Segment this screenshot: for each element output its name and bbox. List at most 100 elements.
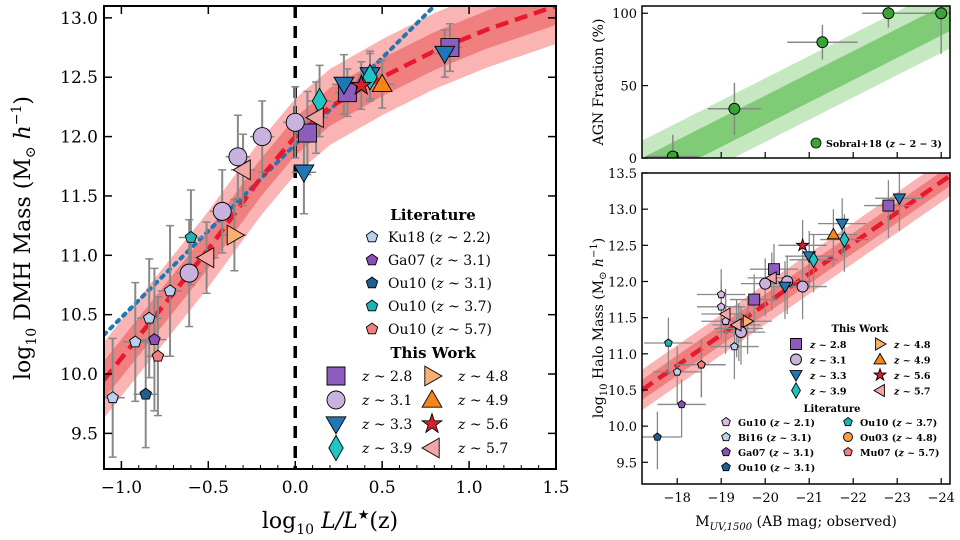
top-right-y-axis-label: AGN Fraction (%) <box>591 19 607 147</box>
left-thiswork-point <box>212 201 232 221</box>
bottom-right-x-axis-label: MUV,1500 (AB mag; observed) <box>695 514 897 533</box>
left-legend-thiswork-label: z ~ 3.3 <box>361 417 412 433</box>
left-literature-point <box>163 284 177 297</box>
left-legend-literature-label: Ou10 (z ~ 3.1) <box>388 276 492 292</box>
bottom-right-y-tick-label: 13.0 <box>608 203 637 218</box>
bottom-right-y-tick-label: 12.0 <box>608 275 637 290</box>
bottom-right-thiswork-point <box>764 271 777 285</box>
top-right-legend: Sobral+18 (z ~ 2 − 3) <box>810 137 942 150</box>
left-y-axis-label: log10 DMH Mass (M⊙ h−1) <box>9 96 40 380</box>
top-right-band-inner <box>642 6 950 158</box>
left-legend-literature-label: Ga07 (z ~ 3.1) <box>388 253 491 269</box>
bottom-right-thiswork-point <box>892 193 907 206</box>
left-y-tick-label: 11.0 <box>60 246 98 266</box>
left-legend-literature-marker <box>365 322 379 335</box>
left-legend-literature-marker <box>365 276 379 289</box>
left-thiswork-point <box>195 247 215 269</box>
bottom-right-thiswork-point <box>835 218 850 231</box>
left-x-tick-label: 1.0 <box>456 478 483 498</box>
bottom-right-fit-line <box>642 173 950 392</box>
bottom-right-y-tick-label: 11.5 <box>608 312 637 327</box>
bottom-right-thiswork-point <box>748 293 761 306</box>
bottom-right-y-tick-label: 9.5 <box>616 456 637 471</box>
left-literature-point <box>106 391 119 404</box>
left-literature-point <box>151 349 165 362</box>
left-thiswork-point <box>226 224 246 246</box>
left-legend-thiswork-marker <box>421 389 443 408</box>
left-y-tick-label: 11.5 <box>60 187 98 207</box>
bottom-right-legend-thiswork-label: z ~ 5.7 <box>893 387 931 398</box>
left-legend-thiswork-label: z ~ 3.1 <box>361 393 412 409</box>
legend-label-sobral: Sobral+18 (z ~ 2 − 3) <box>826 139 942 150</box>
bottom-right-literature-point <box>697 360 706 369</box>
bottom-right-thiswork-point <box>808 251 819 269</box>
left-y-tick-label: 10.0 <box>60 365 98 385</box>
left-legend-thiswork-label: z ~ 2.8 <box>361 369 412 385</box>
bottom-right-axes-frame <box>641 172 951 485</box>
top-right-point <box>666 150 679 158</box>
top-right-point <box>935 7 948 20</box>
bottom-right-legend-literature-marker <box>721 416 731 427</box>
bottom-right-thiswork-point <box>778 281 792 294</box>
left-legend-thiswork-marker <box>424 365 443 387</box>
bottom-right-legend-thiswork-label: z ~ 3.3 <box>809 371 847 382</box>
bottom-right-legend-thiswork-label: z ~ 4.8 <box>893 340 931 351</box>
bottom-right-thiswork-point <box>742 314 755 329</box>
left-legend-thiswork-label: z ~ 4.8 <box>457 369 508 385</box>
left-legend-literature-marker <box>365 230 379 243</box>
bottom-right-legend-literature-label: Mu07 (z ~ 5.7) <box>860 448 939 459</box>
top-right-point <box>816 36 829 49</box>
left-x-tick-label: −0.5 <box>188 478 229 498</box>
left-x-axis-label: log10 L/L★(z) <box>262 508 398 538</box>
left-x-tick-label: −1.0 <box>101 478 142 498</box>
bottom-right-y-tick-label: 12.5 <box>608 239 637 254</box>
left-x-tick-label: 0.5 <box>369 478 396 498</box>
left-fit-line <box>104 6 556 382</box>
top-right-point <box>728 102 741 115</box>
top-right-y-tick-label: 100 <box>612 7 637 22</box>
bottom-right-ticks: −18 −19 −20 −21 −22 −23 −24 9.5 10.0 10.5 11.0 11.5… <box>608 167 955 506</box>
top-right-clipped-layer <box>642 6 950 158</box>
bottom-right-legend-literature-label: Ou10 (z ~ 3.7) <box>860 418 937 429</box>
left-y-tick-label: 9.5 <box>71 424 98 444</box>
left-legend-thiswork-marker <box>421 437 440 459</box>
left-literature-point <box>129 335 142 348</box>
bottom-right-legend-thiswork-label: z ~ 2.8 <box>809 340 847 351</box>
left-literature-point <box>148 333 161 345</box>
bottom-right-x-tick-label: −21 <box>795 491 822 506</box>
left-legend-thiswork-label: z ~ 3.9 <box>361 441 412 457</box>
left-thiswork-point <box>371 73 393 93</box>
left-thiswork-point <box>285 112 305 132</box>
bottom-right-y-tick-label: 10.5 <box>608 384 637 399</box>
left-fit-band-outer <box>104 6 556 418</box>
bottom-right-legend: This Work z ~ 2.8 z ~ 3.1 z ~ 3.3 z ~ 3.9 z ~… <box>721 324 939 474</box>
top-right-ticks: 0 50 100 <box>612 7 942 167</box>
left-legend-thiswork-marker <box>326 390 346 410</box>
left-y-tick-label: 13.0 <box>60 9 98 29</box>
bottom-right-legend-thiswork-marker <box>789 370 803 382</box>
bottom-right-legend-thiswork-marker <box>873 383 885 398</box>
bottom-right-thiswork-point <box>729 318 742 332</box>
bottom-right-x-tick-label: −20 <box>751 491 778 506</box>
bottom-right-y-axis-label: log10 Halo Mass (M⊙ h−1) <box>589 238 610 418</box>
top-right-point <box>882 7 895 20</box>
bottom-right-legend-literature-marker <box>843 446 853 457</box>
bottom-right-x-tick-label: −22 <box>839 491 866 506</box>
left-y-tick-label: 12.5 <box>60 68 98 88</box>
left-thiswork-point <box>305 106 324 129</box>
bottom-right-legend-thiswork-title: This Work <box>832 324 890 335</box>
bottom-right-thiswork-point <box>839 230 850 249</box>
top-right-plot-area <box>642 6 950 158</box>
bottom-right-legend-thiswork-label: z ~ 3.1 <box>809 356 847 367</box>
left-legend-thiswork-marker <box>420 412 444 434</box>
left-x-tick-label: 1.5 <box>542 478 569 498</box>
left-thiswork-point <box>297 123 317 143</box>
left-legend-thiswork-marker <box>328 434 344 462</box>
bottom-right-thiswork-point <box>826 227 841 240</box>
bottom-right-x-tick-label: −23 <box>883 491 910 506</box>
bottom-right-legend-literature-marker <box>721 461 731 472</box>
bottom-right-literature-point <box>672 367 682 376</box>
bottom-right-y-tick-label: 13.5 <box>608 167 637 182</box>
bottom-right-x-tick-label: −18 <box>663 491 690 506</box>
